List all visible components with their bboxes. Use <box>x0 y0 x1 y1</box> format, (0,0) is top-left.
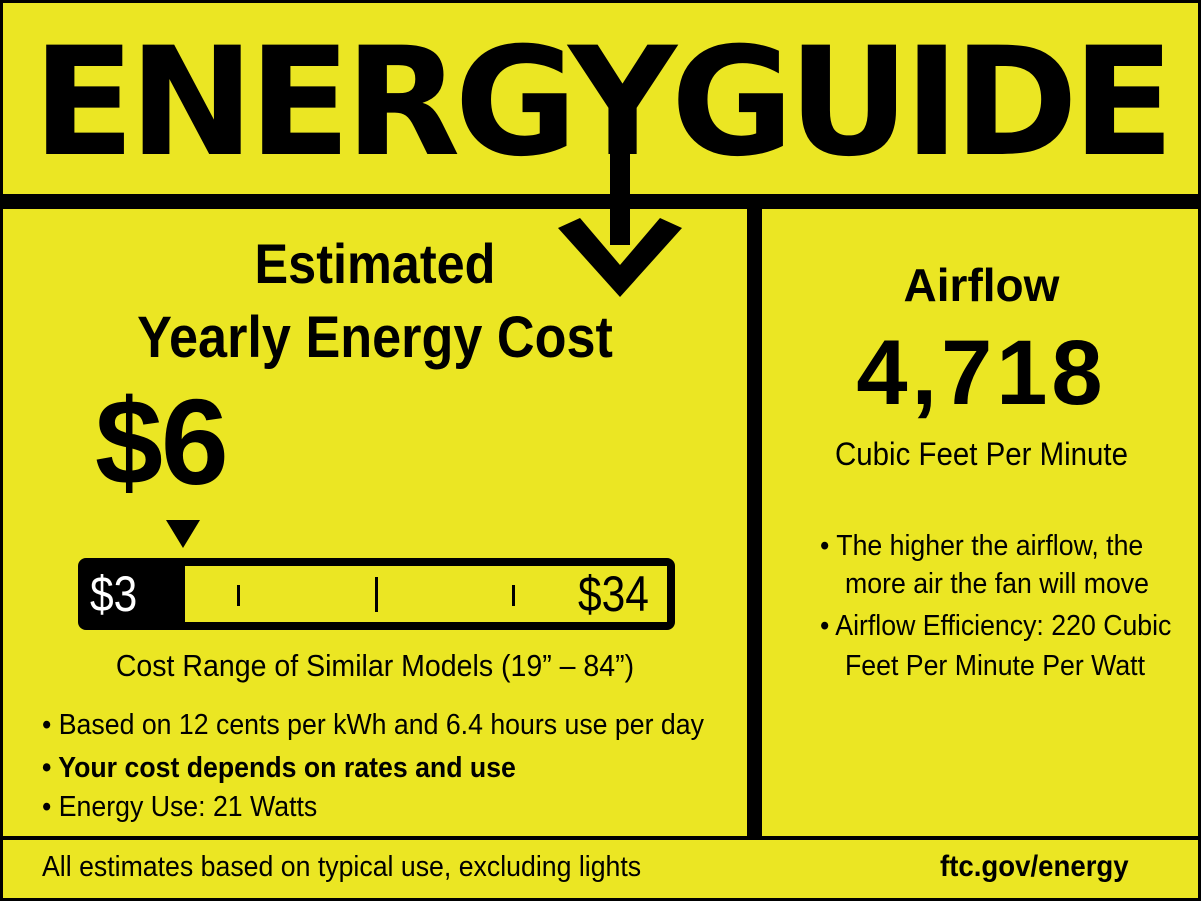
down-arrow-icon <box>558 150 682 297</box>
airflow-bullet-cont: more air the fan will move <box>845 568 1149 600</box>
cost-range-fill <box>185 566 667 622</box>
cost-bullet: • Based on 12 cents per kWh and 6.4 hour… <box>42 709 704 741</box>
footer-note: All estimates based on typical use, excl… <box>42 851 642 883</box>
header-divider <box>0 194 1201 209</box>
yearly-cost-value: $6 <box>95 374 229 510</box>
airflow-bullet: • Airflow Efficiency: 220 Cubic <box>820 610 1172 642</box>
range-tick <box>237 585 240 606</box>
airflow-unit: Cubic Feet Per Minute <box>835 436 1128 472</box>
range-tick <box>512 585 515 606</box>
energyguide-title: ENERGYGUIDE <box>32 16 1174 190</box>
cost-bullet: • Your cost depends on rates and use <box>42 752 516 784</box>
range-low: $3 <box>90 566 138 622</box>
footer-divider <box>0 836 1201 840</box>
cost-heading-line1: Estimated <box>254 232 496 295</box>
range-high: $34 <box>578 566 649 622</box>
cost-marker-icon <box>166 520 200 548</box>
airflow-bullet: • The higher the airflow, the <box>820 530 1144 562</box>
airflow-heading: Airflow <box>903 259 1060 311</box>
cost-bullet: • Energy Use: 21 Watts <box>42 791 318 823</box>
airflow-value: 4,718 <box>856 322 1107 424</box>
cost-heading-line2: Yearly Energy Cost <box>137 305 613 370</box>
column-divider <box>747 194 762 839</box>
range-caption: Cost Range of Similar Models (19” – 84”) <box>115 648 635 683</box>
footer-url[interactable]: ftc.gov/energy <box>940 850 1129 883</box>
range-tick <box>375 577 378 612</box>
airflow-bullet-cont: Feet Per Minute Per Watt <box>845 650 1146 682</box>
